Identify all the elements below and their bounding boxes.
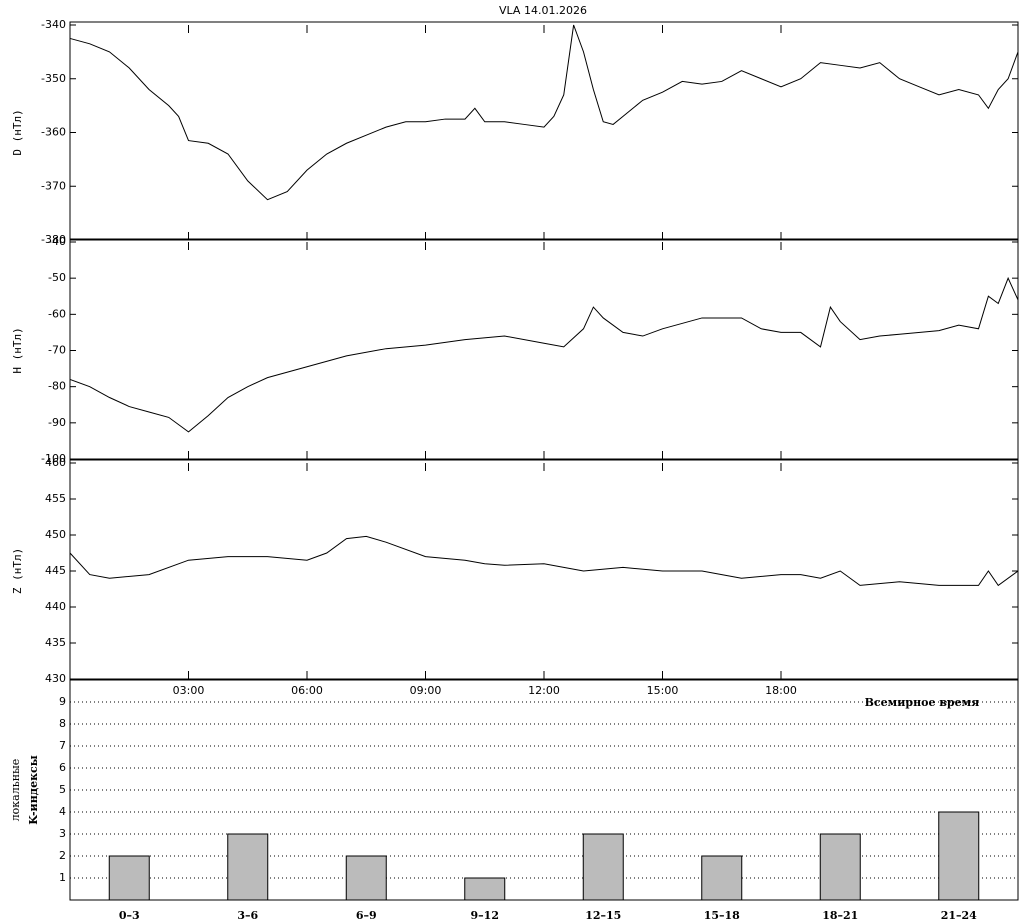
y-tick-label: 430 xyxy=(45,672,66,685)
bar xyxy=(819,833,861,901)
data-line xyxy=(69,535,1019,587)
y-tick-label: -100 xyxy=(41,452,66,465)
y-tick-label: 450 xyxy=(45,528,66,541)
bar xyxy=(345,855,387,901)
x-tick-label: 3–6 xyxy=(237,909,258,921)
y-axis-title: локальные xyxy=(9,759,22,822)
bar xyxy=(227,833,269,901)
y-tick-label: 5 xyxy=(59,783,66,796)
bar xyxy=(938,811,980,901)
y-tick-label: -40 xyxy=(48,235,66,248)
y-tick-label: 3 xyxy=(59,827,66,840)
x-tick-label: 6–9 xyxy=(356,909,377,921)
y-tick-label: -60 xyxy=(48,307,66,320)
y-tick-label: -70 xyxy=(48,344,66,357)
y-tick-label: 9 xyxy=(59,695,66,708)
y-tick-label: 2 xyxy=(59,849,66,862)
y-tick-label: 8 xyxy=(59,717,66,730)
y-tick-label: 1 xyxy=(59,871,66,884)
x-tick-label: 09:00 xyxy=(410,684,442,697)
bar xyxy=(582,833,624,901)
y-tick-label: 6 xyxy=(59,761,66,774)
y-tick-label: 460 xyxy=(45,456,66,469)
x-tick-label: 9–12 xyxy=(471,909,499,921)
x-tick-label: 18–21 xyxy=(822,909,858,921)
data-line xyxy=(69,276,1019,433)
y-tick-label: -380 xyxy=(41,233,66,246)
x-tick-label: 03:00 xyxy=(173,684,205,697)
y-axis-title: K-индексы xyxy=(27,755,40,825)
x-tick-label: 06:00 xyxy=(291,684,323,697)
y-tick-label: 440 xyxy=(45,600,66,613)
y-tick-label: -370 xyxy=(41,179,66,192)
x-tick-label: 15–18 xyxy=(704,909,740,921)
panel-frame xyxy=(69,238,1019,460)
y-axis-title: H (нТл) xyxy=(11,327,24,373)
y-tick-label: -340 xyxy=(41,18,66,31)
y-axis-title: Z (нТл) xyxy=(11,548,24,594)
y-tick-label: 455 xyxy=(45,492,66,505)
x-tick-label: 12–15 xyxy=(585,909,621,921)
data-line xyxy=(69,24,1019,201)
x-tick-label: 0–3 xyxy=(119,909,140,921)
x-tick-label: 18:00 xyxy=(765,684,797,697)
panel-frame xyxy=(69,459,1019,680)
bar xyxy=(108,855,150,901)
y-tick-label: -90 xyxy=(48,416,66,429)
bar xyxy=(701,855,743,901)
chart-title: VLA 14.01.2026 xyxy=(499,4,587,17)
bar xyxy=(464,877,506,901)
x-axis-title: Всемирное время xyxy=(865,696,980,709)
y-tick-label: -360 xyxy=(41,126,66,139)
y-tick-label: 7 xyxy=(59,739,66,752)
panel-frame xyxy=(69,679,1019,901)
y-tick-label: -50 xyxy=(48,271,66,284)
y-axis-title: D (нТл) xyxy=(11,109,24,155)
y-tick-label: 445 xyxy=(45,564,66,577)
y-tick-label: 4 xyxy=(59,805,66,818)
x-tick-label: 15:00 xyxy=(647,684,679,697)
panel-frame xyxy=(69,21,1019,241)
x-tick-label: 12:00 xyxy=(528,684,560,697)
y-tick-label: 435 xyxy=(45,636,66,649)
y-tick-label: -350 xyxy=(41,72,66,85)
y-tick-label: -80 xyxy=(48,380,66,393)
x-tick-label: 21–24 xyxy=(941,909,977,921)
